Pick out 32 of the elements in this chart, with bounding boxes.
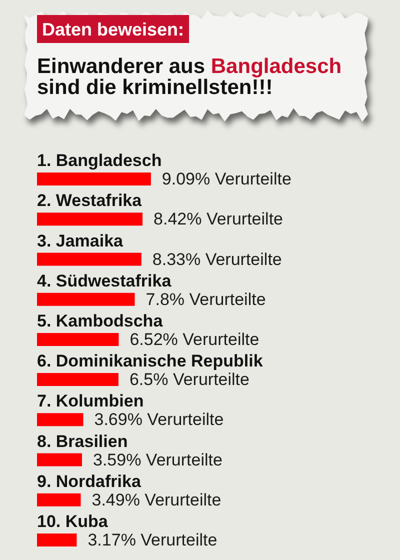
- y-tick-label: 10. Kuba: [37, 512, 108, 531]
- data-label: 3.49% Verurteilte: [92, 490, 222, 510]
- data-label: 8.33% Verurteilte: [152, 250, 282, 269]
- bar: [37, 332, 119, 346]
- data-label: 6.5% Verurteilte: [129, 370, 250, 390]
- y-tick-label: 3. Jamaika: [37, 231, 124, 250]
- bar: [37, 533, 77, 546]
- bar: [37, 493, 81, 506]
- chart-title: Einwanderer aus Bangladesch sind die kriminellsten!!!: [37, 55, 342, 99]
- data-label: 3.59% Verurteilte: [92, 450, 222, 470]
- y-tick-label: 4. Südwestafrika: [37, 271, 172, 290]
- bar: [37, 413, 84, 426]
- data-label: 6.52% Verurteilte: [130, 330, 260, 349]
- y-tick-label: 8. Brasilien: [37, 432, 128, 451]
- data-label: 3.17% Verurteilte: [88, 530, 218, 550]
- y-tick-label: 6. Dominikanische Republik: [37, 352, 264, 371]
- bar: [37, 292, 135, 306]
- y-tick-label: 9. Nordafrika: [37, 472, 142, 491]
- data-label: 8.42% Verurteilte: [154, 210, 283, 229]
- data-label: 7.8% Verurteilte: [146, 290, 266, 309]
- bar: [37, 172, 151, 186]
- bar: [37, 252, 142, 266]
- bar: [37, 373, 118, 386]
- data-label: 9.09% Verurteilte: [162, 170, 292, 189]
- bar: [37, 453, 82, 466]
- y-tick-label: 2. Westafrika: [37, 191, 142, 210]
- chart-subtitle: Daten beweisen:: [42, 20, 184, 40]
- y-tick-label: 1. Bangladesch: [37, 151, 162, 170]
- y-tick-label: 5. Kambodscha: [37, 311, 164, 330]
- y-tick-label: 7. Kolumbien: [37, 392, 144, 411]
- data-label: 3.69% Verurteilte: [94, 410, 224, 430]
- bar: [37, 212, 143, 226]
